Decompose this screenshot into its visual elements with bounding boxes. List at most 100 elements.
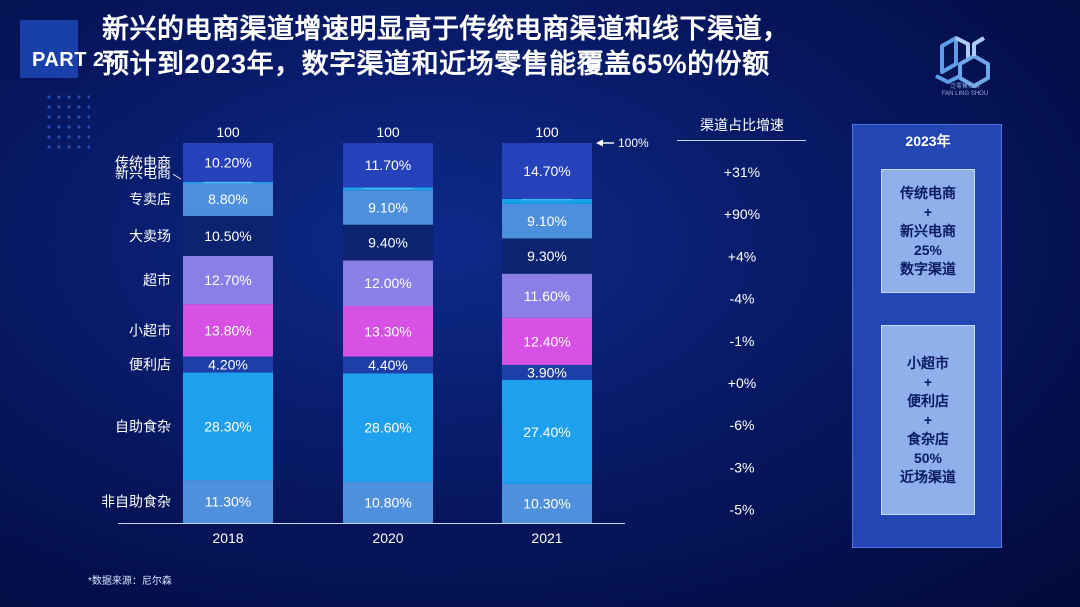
digital-channel-box: 传统电商 + 新兴电商 25% 数字渠道 — [881, 169, 975, 293]
growth-value: -6% — [730, 417, 755, 433]
growth-value: +4% — [728, 248, 756, 264]
bar-segment — [183, 480, 273, 523]
data-label: 13.30% — [364, 323, 411, 339]
bar-segment — [502, 364, 592, 380]
data-label: 9.10% — [527, 213, 567, 229]
data-label: 10.20% — [204, 154, 251, 170]
bar-segment — [183, 304, 273, 357]
data-label: 8.80% — [208, 191, 248, 207]
total-label: 100 — [376, 124, 400, 140]
decorative-dots — [44, 92, 90, 152]
data-label: 12.40% — [523, 333, 570, 349]
series-label: 专卖店 — [129, 191, 171, 207]
summary-box-title: 2023年 — [905, 133, 951, 149]
data-label: 28.30% — [204, 418, 251, 434]
box2-line: 近场渠道 — [900, 468, 956, 485]
x-tick-label: 2018 — [212, 530, 243, 546]
data-label: 14.70% — [523, 163, 570, 179]
x-tick-label: 2020 — [372, 530, 403, 546]
bar-segment — [183, 143, 273, 182]
bar-segment — [502, 379, 592, 484]
bar-segment — [343, 260, 433, 307]
bar-segment — [502, 483, 592, 523]
x-tick-label: 2021 — [531, 530, 562, 546]
data-label: 10.50% — [204, 228, 251, 244]
data-label: 11.60% — [524, 288, 570, 304]
bar-segment — [343, 190, 433, 225]
data-label: 10.80% — [364, 494, 411, 510]
stacked-bar-chart: 11.30% 28.30% 4.20% 13.80% 12.70% 10.50% 8.80%… — [115, 117, 806, 546]
total-label: 100 — [216, 124, 240, 140]
label-connector — [172, 173, 182, 180]
data-label: 12.70% — [204, 272, 251, 288]
summary-box-2023: 2023年 传统电商 + 新兴电商 25% 数字渠道 小超市 + 便利店 + 食… — [852, 124, 1002, 548]
page-title: 新兴的电商渠道增速明显高于传统电商渠道和线下渠道， 预计到2023年，数字渠道和… — [102, 12, 790, 82]
total-label: 100 — [535, 124, 559, 140]
data-label: 27.40% — [523, 424, 570, 440]
total-arrow-head — [596, 139, 603, 147]
box2-line: 小超市 — [907, 354, 949, 371]
series-label: 自助食杂 — [115, 418, 171, 434]
bar-segment — [502, 203, 592, 239]
bar-segment — [502, 317, 592, 365]
near-field-channel-box: 小超市 + 便利店 + 食杂店 50% 近场渠道 — [881, 325, 975, 515]
bar-segment — [343, 187, 433, 191]
logo-name: 泛零售社群 — [949, 84, 980, 90]
data-label: 12.00% — [364, 275, 411, 291]
bar-segment — [183, 215, 273, 256]
logo-text: 泛零售社群 FAN LING SHOU — [932, 84, 998, 98]
bar-segment — [343, 481, 433, 523]
growth-header: 渠道占比增速 — [700, 117, 784, 133]
series-label: 小超市 — [129, 322, 171, 338]
growth-value: -1% — [730, 333, 755, 349]
box2-line: 食杂店 — [907, 430, 949, 447]
box1-line: 新兴电商 — [900, 222, 956, 239]
bar-segment — [502, 273, 592, 318]
bar-segment — [343, 373, 433, 482]
growth-value: +0% — [728, 375, 756, 391]
bar-segment — [502, 238, 592, 274]
data-label: 10.30% — [523, 495, 570, 511]
box1-line: 传统电商 — [900, 184, 956, 201]
series-label: 超市 — [143, 272, 171, 288]
bar-segment — [343, 306, 433, 357]
bar-segment — [343, 224, 433, 261]
bar-segment — [183, 356, 273, 373]
logo-icon — [935, 36, 990, 88]
series-label: 新兴电商 — [115, 165, 171, 181]
growth-value: -4% — [730, 291, 755, 307]
data-label: 3.90% — [527, 364, 567, 380]
box2-line: + — [923, 373, 933, 390]
data-source-note: *数据来源：尼尔森 — [88, 576, 172, 587]
data-label: 9.10% — [368, 199, 408, 215]
bar-segment — [343, 356, 433, 374]
series-label: 便利店 — [129, 357, 171, 373]
data-label: 13.80% — [204, 322, 251, 338]
bar-segment — [343, 143, 433, 188]
box1-line: 25% — [913, 241, 943, 258]
growth-value: -5% — [730, 502, 755, 518]
data-label: 11.70% — [365, 157, 411, 173]
title-line-2: 预计到2023年，数字渠道和近场零售能覆盖65%的份额 — [102, 49, 770, 79]
data-label: 4.40% — [368, 357, 408, 373]
box2-line: + — [923, 411, 933, 428]
data-label: 11.30% — [205, 494, 251, 510]
growth-value: +90% — [724, 206, 760, 222]
box1-line: 数字渠道 — [900, 260, 956, 277]
bar-segment — [502, 143, 592, 199]
bar-segment — [183, 372, 273, 481]
box2-line: 50% — [913, 449, 943, 466]
bar-segment — [183, 182, 273, 216]
logo-subtitle: FAN LING SHOU — [941, 91, 989, 97]
growth-value: -3% — [730, 459, 755, 475]
title-line-1: 新兴的电商渠道增速明显高于传统电商渠道和线下渠道， — [102, 14, 790, 44]
box1-line: + — [923, 203, 933, 220]
total-marker-label: 100% — [618, 136, 649, 150]
data-label: 9.30% — [527, 248, 567, 264]
part-label: PART 2 — [32, 49, 105, 71]
series-label: 传统电商 — [115, 154, 171, 170]
bar-segment — [183, 255, 273, 305]
series-label: 大卖场 — [129, 228, 171, 244]
bar-segment — [502, 198, 592, 204]
data-label: 9.40% — [368, 235, 408, 251]
